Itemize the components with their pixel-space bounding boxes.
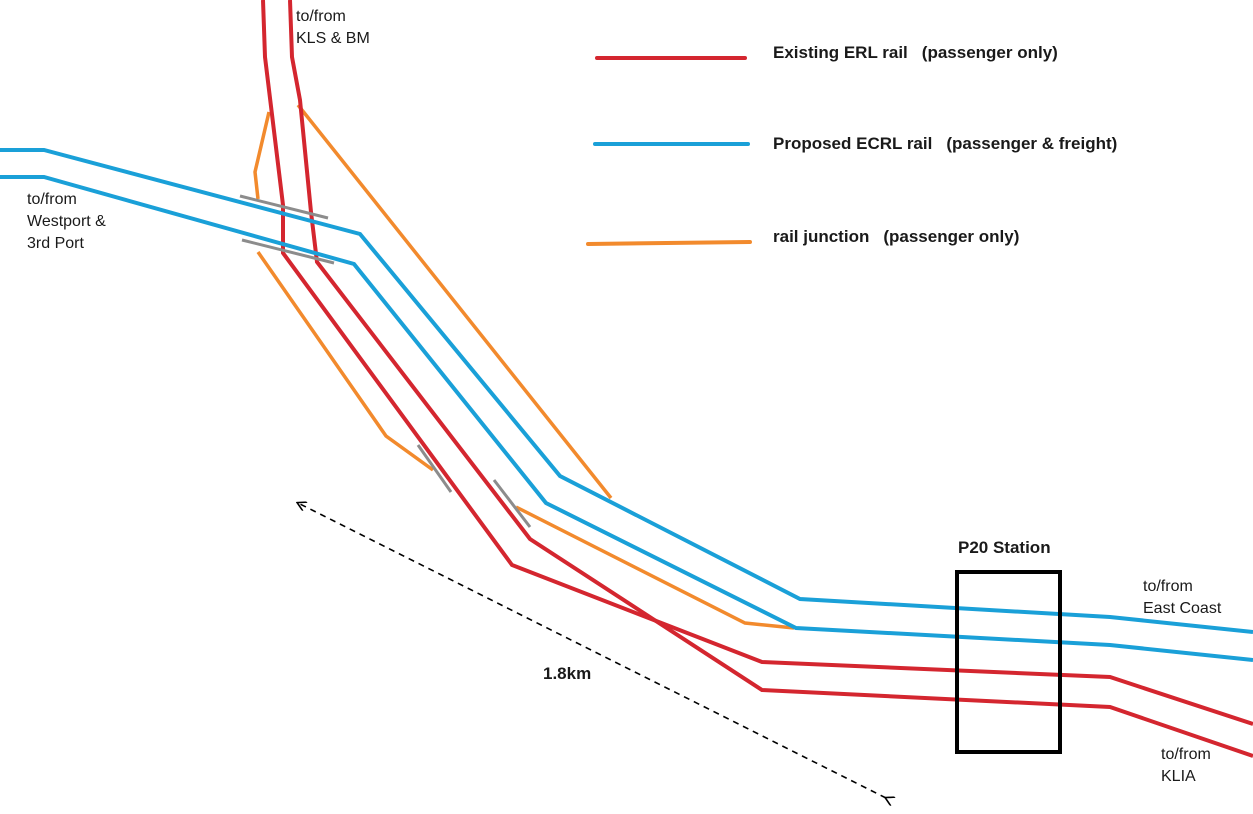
legend-label-erl: Existing ERL rail (passenger only) [773, 43, 1058, 63]
legend-label-ecrl: Proposed ECRL rail (passenger & freight) [773, 134, 1117, 154]
legend-name: Proposed ECRL rail [773, 134, 933, 153]
junction-line-lower-left [256, 251, 435, 472]
station-label: P20 Station [958, 538, 1051, 557]
ecrl-line-north [0, 148, 1253, 634]
label-line: KLIA [1161, 768, 1196, 785]
erl-line-east [288, 0, 1253, 758]
legend-note: (passenger only) [921, 43, 1058, 62]
label-westport: to/from Westport & 3rd Port [27, 189, 106, 255]
erl-line-west [261, 0, 1253, 726]
p20-station-box [955, 570, 1062, 754]
junction-line-upper-right [296, 103, 613, 500]
junction-line-upper-left [253, 111, 271, 200]
legend-note: (passenger & freight) [946, 134, 1118, 153]
label-line: to/from [1143, 578, 1193, 595]
label-line: to/from [296, 8, 346, 25]
switch-mark [492, 479, 532, 528]
legend-name: Existing ERL rail [773, 43, 908, 62]
label-line: Westport & [27, 213, 106, 230]
legend-note: (passenger only) [883, 227, 1020, 246]
switch-mark [239, 194, 329, 220]
legend-swatch-junction [586, 240, 752, 246]
label-line: East Coast [1143, 600, 1222, 617]
distance-label: 1.8km [543, 664, 592, 683]
label-east-coast: to/from East Coast [1143, 576, 1221, 620]
legend-name: rail junction [773, 227, 870, 246]
label-kls-bm: to/from KLS & BM [296, 6, 370, 50]
switch-mark [416, 444, 453, 493]
label-line: 3rd Port [27, 235, 84, 252]
label-line: to/from [27, 191, 77, 208]
switch-mark [241, 238, 335, 265]
label-line: to/from [1161, 746, 1211, 763]
label-line: KLS & BM [296, 30, 370, 47]
ecrl-line-south [0, 175, 1253, 662]
label-klia: to/from KLIA [1161, 744, 1211, 788]
legend-label-junction: rail junction (passenger only) [773, 227, 1019, 247]
